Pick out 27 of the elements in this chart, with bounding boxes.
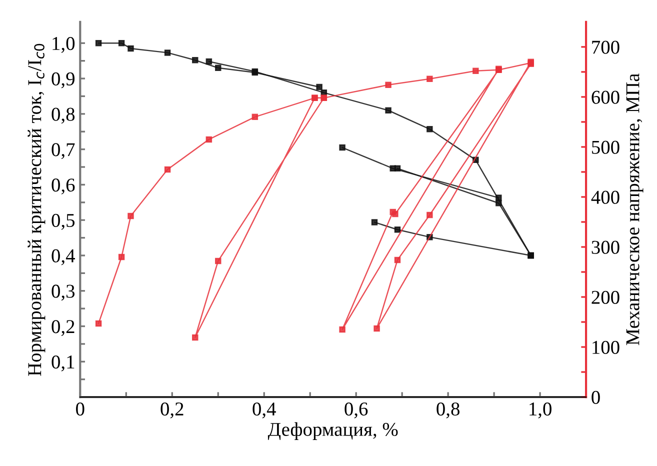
y-tick-label: 0,7 xyxy=(52,143,75,160)
y-tick-label: 1,0 xyxy=(52,36,75,53)
x-tick-label: 0,8 xyxy=(436,402,460,418)
y2-tick-label: 700 xyxy=(592,40,620,54)
y2-tick-label: 400 xyxy=(591,190,620,204)
x-tick-label: 0,6 xyxy=(344,402,368,418)
y2-tick-label: 200 xyxy=(592,290,620,304)
y-tick-label: 0,9 xyxy=(52,72,74,88)
x-tick-label: 1,0 xyxy=(530,402,552,418)
y-tick-label: 0,6 xyxy=(52,178,75,194)
y2-axis-title: Механическое напряжение, МПа xyxy=(626,74,644,346)
y-tick-label: 0,8 xyxy=(52,108,75,124)
y-tick-label: 0,4 xyxy=(52,249,75,266)
y2-tick-label: 100 xyxy=(592,340,620,354)
x-tick-label: 0,4 xyxy=(252,402,276,418)
y2-tick-label: 300 xyxy=(592,240,620,254)
y2-tick-label: 0 xyxy=(592,390,600,404)
y2-tick-label: 500 xyxy=(592,140,620,154)
x-tick-label: 0 xyxy=(76,402,84,416)
x-axis-title: Деформация, % xyxy=(268,422,398,440)
x-tick-label: 0,2 xyxy=(160,402,184,418)
y-tick-label: 0,2 xyxy=(52,320,74,336)
y2-tick-label: 600 xyxy=(592,90,620,104)
y-axis-title: Нормированный критический ток, I$_{c}$/I$_{c0}$ xyxy=(28,44,46,376)
y-tick-label: 0,1 xyxy=(52,355,74,372)
y-tick-label: 0,5 xyxy=(52,214,75,230)
y-tick-label: 0,3 xyxy=(52,284,75,301)
